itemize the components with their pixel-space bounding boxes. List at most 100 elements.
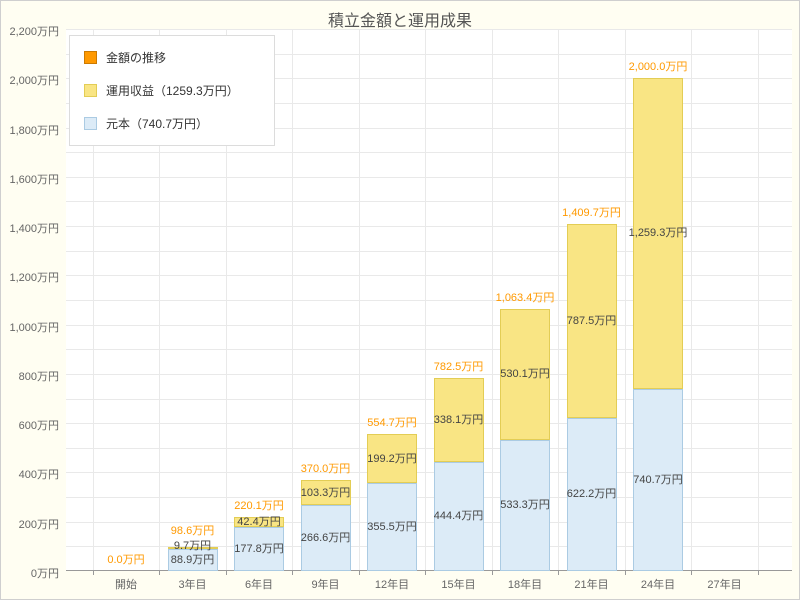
bar-segment-principal[interactable] [234, 527, 284, 571]
x-axis-tick [558, 571, 560, 575]
x-axis-tick [425, 571, 427, 575]
y-axis-label: 400万円 [18, 469, 59, 482]
grid-line-horizontal [66, 300, 792, 301]
bar-label-principal: 266.6万円 [300, 532, 351, 545]
grid-line-horizontal [66, 29, 792, 30]
plot-area: 0.0万円 88.9万円 9.7万円 98.6万円 177.8万円 42.4万円 220.1… [66, 29, 792, 575]
bar-label-yield: 787.5万円 [566, 314, 617, 327]
bar-segment-principal[interactable] [367, 483, 417, 571]
legend-label-investment-return: 運用収益（1259.3万円） [106, 84, 239, 98]
grid-line-horizontal [66, 250, 792, 252]
x-axis-label: 6年目 [244, 579, 274, 591]
bar-label-total: 0.0万円 [107, 554, 145, 566]
legend-swatch-principal [84, 117, 97, 130]
chart-title: 積立金額と運用成果 [327, 13, 472, 30]
bar-segment-principal[interactable] [433, 461, 484, 571]
bar-label-principal: 740.7万円 [633, 473, 683, 486]
grid-line-horizontal [66, 497, 792, 499]
x-axis-label: 27年目 [707, 579, 742, 591]
grid-line-horizontal [66, 102, 792, 104]
grid-line-vertical [624, 29, 626, 571]
x-axis-label: 3年目 [178, 579, 207, 591]
bar-segment-yield[interactable] [300, 479, 351, 506]
bar-label-yield: 338.1万円 [433, 413, 484, 426]
legend-label-principal: 元本（740.7万円） [106, 117, 209, 131]
bar-label-yield: 530.1万円 [500, 368, 550, 381]
x-axis-tick [92, 571, 94, 575]
bar-label-principal: 622.2万円 [566, 488, 617, 501]
legend-item-amount-trend[interactable]: 金額の推移 [84, 49, 260, 66]
x-axis-label: 9年目 [311, 579, 340, 591]
bar-segment-yield[interactable] [566, 223, 617, 418]
bar-label-total: 1,063.4万円 [495, 292, 555, 305]
bar-label-total: 1,409.7万円 [562, 206, 621, 219]
x-axis-label: 12年目 [374, 579, 410, 591]
x-axis-tick [691, 571, 693, 575]
bar-segment-yield[interactable] [234, 516, 284, 528]
legend-label-amount-trend: 金額の推移 [106, 51, 167, 65]
grid-line-horizontal [66, 226, 792, 228]
grid-line-horizontal [66, 472, 792, 474]
grid-line-horizontal [66, 349, 792, 351]
legend-item-principal[interactable]: 元本（740.7万円） [84, 115, 260, 132]
bar-label-principal: 444.4万円 [433, 510, 484, 523]
bar-label-yield: 9.7万円 [173, 540, 212, 553]
grid-line-vertical [159, 29, 161, 571]
y-axis-label: 1,800万円 [9, 124, 59, 137]
bar-label-principal: 533.3万円 [500, 499, 550, 512]
x-axis-tick [757, 571, 759, 575]
y-axis-label: 200万円 [18, 518, 59, 531]
bar-label-principal: 177.8万円 [234, 543, 284, 556]
legend-swatch-investment-return [84, 84, 97, 97]
grid-line-horizontal [66, 201, 792, 203]
bar-segment-principal[interactable] [500, 439, 550, 571]
x-axis-tick [624, 571, 626, 575]
bar-label-total: 98.6万円 [170, 525, 215, 538]
bar-segment-yield[interactable] [500, 309, 550, 440]
x-axis-tick [292, 571, 294, 575]
bar-label-principal: 355.5万円 [367, 521, 417, 534]
x-axis-line [66, 570, 792, 571]
y-axis-label: 1,600万円 [9, 173, 59, 186]
bar-segment-principal[interactable] [300, 505, 351, 571]
grid-line-horizontal [66, 423, 792, 425]
grid-line-horizontal [66, 53, 792, 55]
grid-line-vertical [558, 29, 560, 571]
bar-label-principal: 88.9万円 [170, 554, 215, 567]
y-axis-label: 1,200万円 [9, 272, 59, 285]
bar-label-yield: 1,259.3万円 [628, 227, 688, 240]
x-axis-label: 21年目 [574, 579, 609, 591]
grid-line-vertical [358, 29, 360, 571]
y-axis-label: 0万円 [30, 568, 59, 580]
grid-line-vertical [491, 29, 493, 571]
legend-swatch-amount-trend [84, 51, 97, 64]
bar-segment-principal[interactable] [633, 388, 683, 571]
grid-line-vertical [292, 29, 294, 571]
x-axis-label: 18年目 [507, 579, 543, 591]
bar-segment-yield[interactable] [433, 378, 484, 462]
y-axis-label: 800万円 [18, 370, 59, 383]
grid-line-vertical [691, 29, 693, 571]
bar-segment-principal[interactable] [566, 417, 617, 571]
bar-segment-yield[interactable] [367, 434, 417, 484]
x-axis-tick [358, 571, 360, 575]
legend: 金額の推移 運用収益（1259.3万円） 元本（740.7万円） [69, 35, 275, 146]
grid-line-horizontal [66, 127, 792, 129]
grid-line-horizontal [66, 78, 792, 80]
x-axis-label: 15年目 [441, 579, 476, 591]
grid-line-horizontal [66, 521, 792, 523]
grid-line-horizontal [66, 447, 792, 449]
x-axis-tick [159, 571, 161, 575]
bar-segment-principal[interactable] [167, 549, 218, 571]
x-axis: 開始 3年目 6年目 9年目 12年目 15年目 18年目 21年目 24年目 27年目 [66, 576, 792, 596]
bar-label-total: 220.1万円 [234, 499, 284, 512]
y-axis-label: 2,200万円 [9, 26, 59, 38]
grid-line-horizontal [66, 546, 792, 548]
bar-segment-yield[interactable] [633, 78, 683, 389]
legend-item-investment-return[interactable]: 運用収益（1259.3万円） [84, 82, 260, 99]
bar-label-total: 2,000.0万円 [628, 61, 688, 74]
bar-label-yield: 42.4万円 [237, 515, 281, 528]
bar-label-yield: 199.2万円 [367, 452, 417, 465]
bar-segment-yield[interactable] [167, 546, 218, 550]
